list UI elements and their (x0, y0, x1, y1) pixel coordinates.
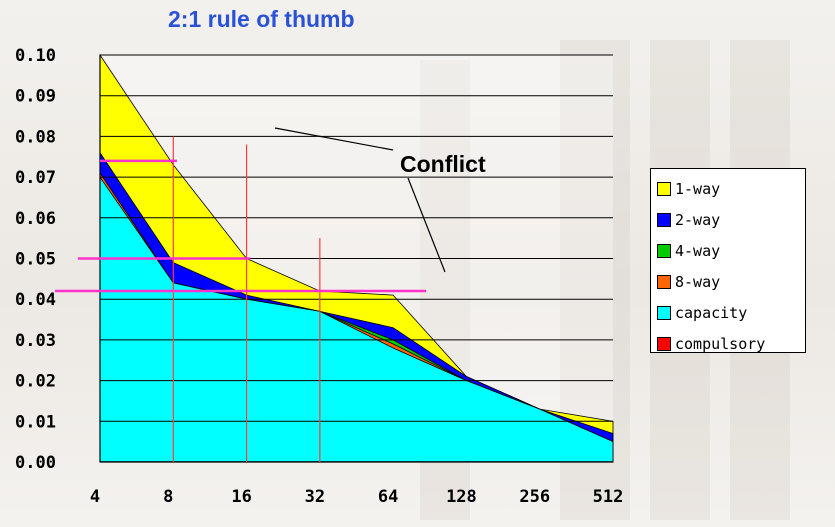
x-tick-label: 4 (90, 487, 100, 507)
y-tick-label: 0.09 (15, 87, 56, 107)
legend-label: 2-way (675, 210, 721, 229)
legend: 1-way 2-way 4-way 8-way capacity compulsory (650, 168, 806, 353)
x-tick-label: 512 (593, 487, 624, 507)
y-tick-label: 0.07 (15, 168, 56, 188)
y-tick-label: 0.08 (15, 127, 56, 147)
y-tick-label: 0.02 (15, 372, 56, 392)
conflict-label: Conflict (400, 151, 486, 177)
y-tick-label: 0.00 (15, 453, 56, 473)
legend-item: compulsory (657, 328, 805, 359)
y-tick-label: 0.10 (15, 46, 56, 66)
y-tick-label: 0.06 (15, 209, 56, 229)
legend-item: 8-way (657, 266, 805, 297)
legend-swatch (657, 212, 671, 227)
chart-title: 2:1 rule of thumb (168, 6, 355, 32)
x-tick-label: 8 (163, 487, 173, 507)
conflict-pointer-line (407, 177, 446, 273)
x-tick-label: 32 (305, 487, 325, 507)
legend-label: 1-way (675, 179, 721, 198)
legend-label: capacity (675, 303, 748, 322)
legend-label: compulsory (675, 334, 766, 353)
legend-item: 4-way (657, 235, 805, 266)
legend-item: 2-way (657, 204, 805, 235)
legend-item: 1-way (657, 173, 805, 204)
legend-swatch (657, 181, 671, 196)
y-tick-label: 0.04 (15, 290, 56, 310)
conflict-pointer-line (274, 127, 394, 151)
x-tick-label: 64 (378, 487, 398, 507)
legend-label: 8-way (675, 272, 721, 291)
legend-swatch (657, 274, 671, 289)
legend-swatch (657, 305, 671, 320)
legend-item: capacity (657, 297, 805, 328)
legend-label: 4-way (675, 241, 721, 260)
x-tick-label: 16 (231, 487, 251, 507)
y-tick-label: 0.03 (15, 331, 56, 351)
y-tick-label: 0.01 (15, 412, 56, 432)
legend-swatch (657, 243, 671, 258)
x-tick-label: 256 (519, 487, 550, 507)
y-tick-label: 0.05 (15, 250, 56, 270)
area-series-capacity (99, 175, 614, 463)
x-tick-label: 128 (446, 487, 477, 507)
legend-swatch (657, 336, 671, 351)
